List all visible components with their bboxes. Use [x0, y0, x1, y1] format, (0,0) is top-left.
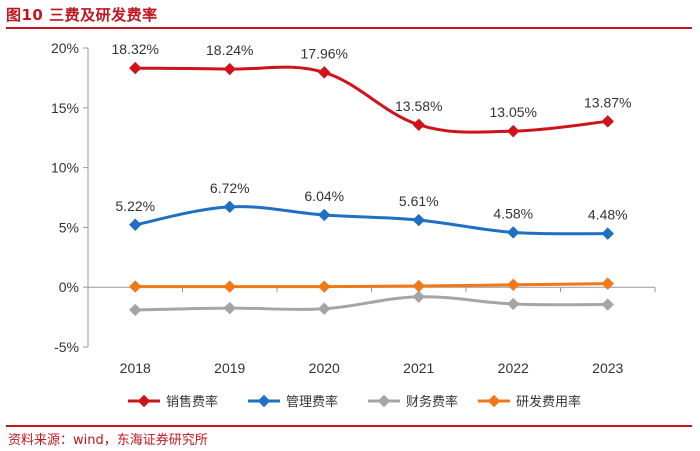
data-label: 5.22% — [115, 198, 155, 214]
data-point — [507, 226, 520, 239]
legend-swatch-marker — [137, 394, 151, 408]
data-point — [507, 124, 520, 138]
series-line — [135, 65, 608, 134]
data-point — [318, 302, 331, 315]
data-point — [129, 61, 142, 75]
data-label: 6.72% — [210, 180, 250, 196]
data-point — [223, 200, 236, 214]
data-label: 5.61% — [399, 193, 439, 209]
title-divider — [6, 27, 692, 29]
data-point — [318, 66, 331, 79]
x-tick-label: 2019 — [214, 360, 245, 376]
y-tick-label: 15% — [51, 100, 79, 116]
data-point — [129, 280, 142, 293]
data-label: 4.48% — [588, 207, 628, 223]
y-tick-label: 20% — [51, 40, 79, 56]
data-label: 6.04% — [304, 188, 344, 204]
y-tick-label: 5% — [59, 219, 79, 235]
data-point — [129, 218, 142, 231]
data-point — [412, 279, 425, 293]
legend-swatch-marker — [257, 394, 271, 408]
source-note: 资料来源：wind，东海证券研究所 — [8, 433, 208, 448]
data-point — [601, 227, 614, 240]
data-label: 18.32% — [112, 41, 159, 57]
data-label: 13.05% — [490, 104, 537, 120]
x-tick-label: 2021 — [403, 360, 434, 376]
data-point — [601, 298, 614, 311]
data-label: 13.58% — [395, 98, 442, 114]
data-point — [412, 213, 425, 227]
x-tick-label: 2018 — [120, 360, 151, 376]
data-point — [318, 208, 331, 222]
data-label: 17.96% — [301, 45, 348, 61]
source-divider — [6, 425, 692, 427]
data-point — [223, 301, 236, 315]
series-line — [135, 282, 608, 289]
x-tick-label: 2023 — [592, 360, 623, 376]
data-point — [412, 118, 425, 131]
data-point — [601, 277, 614, 290]
data-label: 4.58% — [493, 205, 533, 221]
data-point — [412, 290, 425, 303]
series-line — [134, 205, 608, 236]
data-point — [601, 115, 614, 128]
x-tick-label: 2022 — [498, 360, 529, 376]
data-point — [129, 303, 142, 317]
legend-swatch-marker — [487, 394, 501, 408]
chart-title: 图10 三费及研发费率 — [6, 6, 158, 24]
data-point — [507, 278, 520, 292]
line-chart: -5% 0% 5% 10% 15% 20% 2018 2019 2020 2021 2022 2023… — [51, 40, 656, 410]
legend-label: 销售费率 — [166, 394, 218, 410]
data-label: 18.24% — [206, 42, 253, 58]
y-tick-label: 0% — [59, 279, 79, 295]
y-tick-label: 10% — [51, 160, 79, 176]
legend-swatch-marker — [377, 394, 391, 408]
x-tick-label: 2020 — [309, 360, 340, 376]
legend-label: 财务费率 — [406, 394, 458, 410]
series-line — [135, 295, 608, 312]
y-tick-label: -5% — [54, 339, 79, 355]
data-point — [507, 297, 520, 311]
data-point — [223, 62, 236, 76]
data-point — [318, 280, 331, 293]
legend-label: 管理费率 — [286, 394, 338, 410]
legend-label: 研发费用率 — [516, 394, 581, 410]
data-point — [223, 280, 236, 293]
data-label: 13.87% — [584, 94, 631, 110]
